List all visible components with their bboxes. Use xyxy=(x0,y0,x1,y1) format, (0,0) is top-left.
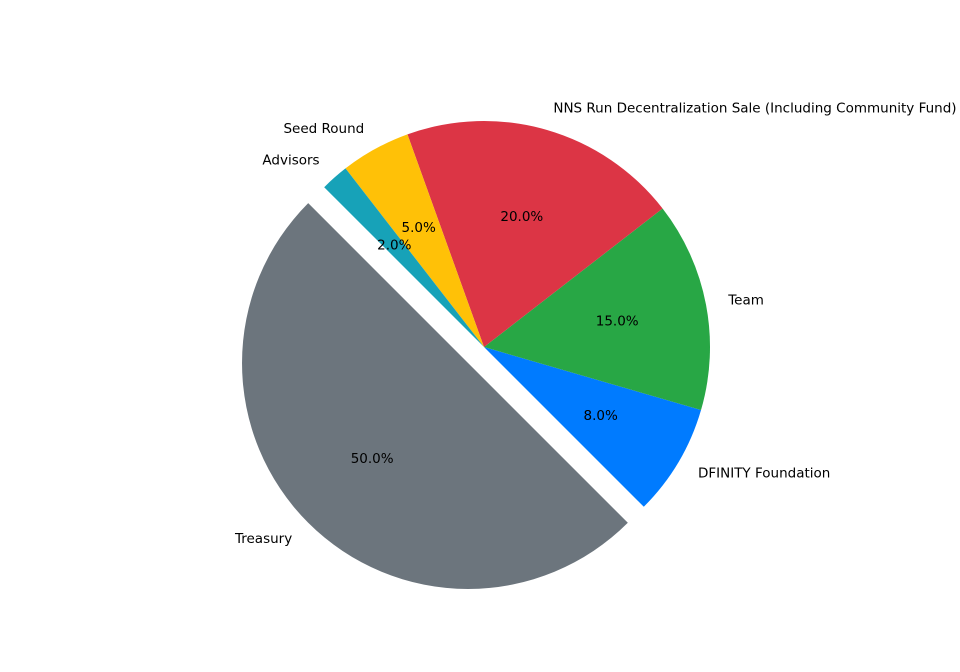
pie-slices xyxy=(242,121,710,589)
pie-slice-team xyxy=(484,208,710,411)
pie-slice-treasury xyxy=(242,203,628,589)
pie-labels: Treasury 50.0% DFINITY Foundation 8.0% Team 1… xyxy=(234,100,957,546)
pie-slice-seed-round xyxy=(345,134,484,347)
slice-label-nns-run-decentralization-sale-including-community-fund: NNS Run Decentralization Sale (Including… xyxy=(553,100,956,116)
pct-label-dfinity-foundation: 8.0% xyxy=(584,408,618,424)
slice-label-team: Team xyxy=(727,292,764,308)
pie-slice-nns-run-decentralization-sale-including-community-fund xyxy=(407,121,663,347)
pct-label-nns-run-decentralization-sale-including-community-fund: 20.0% xyxy=(500,209,543,225)
slice-label-dfinity-foundation: DFINITY Foundation xyxy=(698,466,830,482)
pie-slice-advisors xyxy=(324,168,484,347)
pct-label-team: 15.0% xyxy=(596,314,639,330)
slice-label-treasury: Treasury xyxy=(234,531,292,547)
pie-slice-dfinity-foundation xyxy=(484,347,702,507)
pct-label-advisors: 2.0% xyxy=(377,237,411,253)
pct-label-treasury: 50.0% xyxy=(351,451,394,467)
slice-label-advisors: Advisors xyxy=(262,153,319,169)
pct-label-seed-round: 5.0% xyxy=(402,220,436,236)
slice-label-seed-round: Seed Round xyxy=(283,121,364,137)
